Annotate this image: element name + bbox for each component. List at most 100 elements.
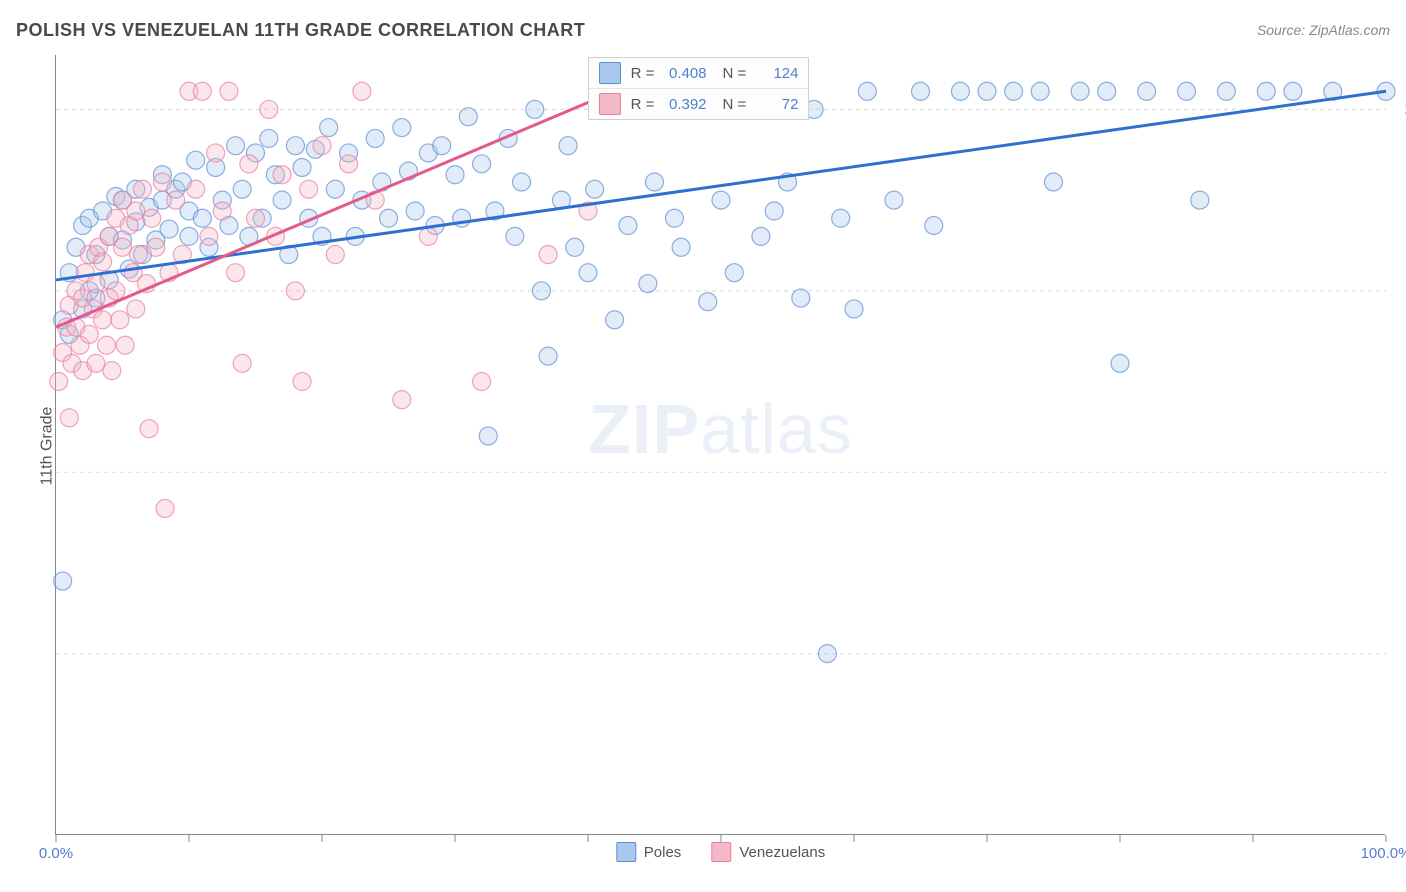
scatter-point — [340, 155, 358, 173]
scatter-point — [114, 238, 132, 256]
scatter-point — [912, 82, 930, 100]
scatter-point — [672, 238, 690, 256]
plot-area: ZIPatlas R = 0.408N = 124R = 0.392N = 72… — [55, 55, 1385, 835]
scatter-point — [153, 173, 171, 191]
scatter-point — [978, 82, 996, 100]
scatter-point — [87, 354, 105, 372]
legend-label: Poles — [644, 844, 682, 861]
scatter-point — [1191, 191, 1209, 209]
scatter-point — [140, 420, 158, 438]
scatter-point — [506, 227, 524, 245]
scatter-point — [127, 300, 145, 318]
source-label: Source: ZipAtlas.com — [1257, 22, 1390, 38]
stats-row: R = 0.408N = 124 — [589, 58, 809, 89]
scatter-point — [1284, 82, 1302, 100]
xtick-label: 0.0% — [39, 845, 73, 862]
scatter-point — [94, 311, 112, 329]
scatter-point — [147, 238, 165, 256]
scatter-point — [885, 191, 903, 209]
scatter-point — [133, 180, 151, 198]
scatter-point — [320, 119, 338, 137]
scatter-point — [156, 499, 174, 517]
ytick-label: 100.0% — [1395, 101, 1406, 118]
scatter-point — [1005, 82, 1023, 100]
scatter-point — [80, 325, 98, 343]
scatter-point — [103, 362, 121, 380]
scatter-point — [260, 129, 278, 147]
scatter-point — [393, 391, 411, 409]
chart-title: POLISH VS VENEZUELAN 11TH GRADE CORRELAT… — [16, 20, 585, 40]
scatter-point — [187, 151, 205, 169]
scatter-point — [479, 427, 497, 445]
scatter-svg — [56, 55, 1385, 834]
scatter-point — [60, 409, 78, 427]
scatter-point — [646, 173, 664, 191]
legend-swatch — [599, 62, 621, 84]
scatter-point — [260, 100, 278, 118]
scatter-point — [116, 336, 134, 354]
scatter-point — [227, 137, 245, 155]
scatter-point — [1031, 82, 1049, 100]
scatter-point — [765, 202, 783, 220]
legend-swatch — [711, 842, 731, 862]
scatter-point — [665, 209, 683, 227]
scatter-point — [586, 180, 604, 198]
scatter-point — [1178, 82, 1196, 100]
scatter-point — [313, 137, 331, 155]
stats-row: R = 0.392N = 72 — [589, 89, 809, 119]
y-axis-label: 11th Grade — [38, 407, 56, 486]
ytick-label: 95.0% — [1395, 282, 1406, 299]
scatter-point — [539, 347, 557, 365]
scatter-point — [213, 202, 231, 220]
scatter-point — [619, 217, 637, 235]
scatter-point — [160, 220, 178, 238]
scatter-point — [433, 137, 451, 155]
scatter-point — [473, 373, 491, 391]
scatter-point — [247, 209, 265, 227]
scatter-point — [459, 108, 477, 126]
scatter-point — [193, 209, 211, 227]
scatter-point — [419, 227, 437, 245]
scatter-point — [1071, 82, 1089, 100]
scatter-point — [446, 166, 464, 184]
legend-swatch — [616, 842, 636, 862]
scatter-point — [566, 238, 584, 256]
scatter-point — [111, 311, 129, 329]
scatter-point — [925, 217, 943, 235]
scatter-point — [1045, 173, 1063, 191]
scatter-point — [293, 373, 311, 391]
ytick-label: 90.0% — [1395, 464, 1406, 481]
scatter-point — [752, 227, 770, 245]
scatter-point — [366, 129, 384, 147]
scatter-point — [380, 209, 398, 227]
scatter-point — [353, 82, 371, 100]
scatter-point — [532, 282, 550, 300]
scatter-point — [579, 264, 597, 282]
scatter-point — [858, 82, 876, 100]
scatter-point — [393, 119, 411, 137]
scatter-point — [233, 180, 251, 198]
scatter-point — [273, 191, 291, 209]
ytick-label: 85.0% — [1395, 645, 1406, 662]
scatter-point — [273, 166, 291, 184]
scatter-point — [1217, 82, 1235, 100]
scatter-point — [725, 264, 743, 282]
scatter-point — [293, 158, 311, 176]
scatter-point — [220, 82, 238, 100]
scatter-point — [286, 137, 304, 155]
scatter-point — [473, 155, 491, 173]
scatter-point — [207, 144, 225, 162]
scatter-point — [167, 191, 185, 209]
scatter-point — [792, 289, 810, 307]
scatter-point — [286, 282, 304, 300]
legend-item: Poles — [616, 842, 682, 862]
scatter-point — [233, 354, 251, 372]
scatter-point — [526, 100, 544, 118]
legend-item: Venezuelans — [711, 842, 825, 862]
scatter-point — [539, 246, 557, 264]
scatter-point — [193, 82, 211, 100]
scatter-point — [326, 180, 344, 198]
scatter-point — [200, 227, 218, 245]
bottom-legend: Poles Venezuelans — [616, 842, 825, 862]
scatter-point — [143, 209, 161, 227]
